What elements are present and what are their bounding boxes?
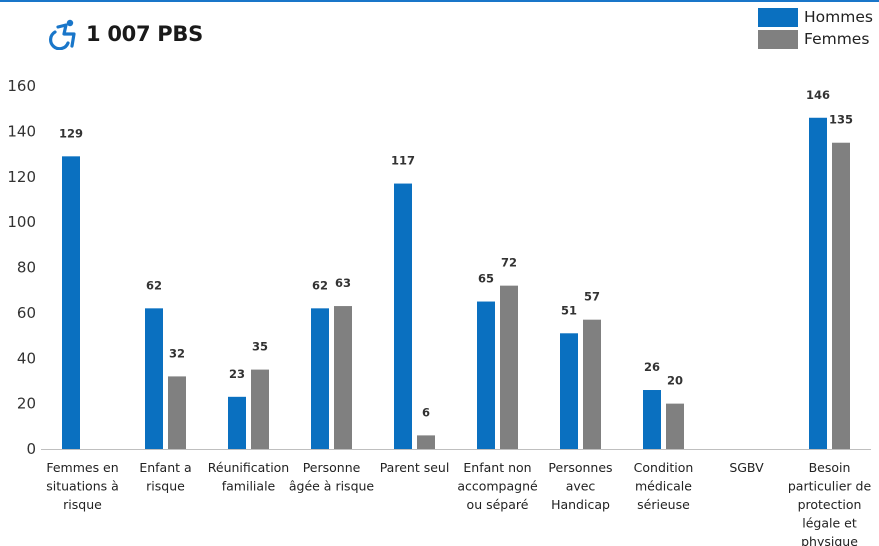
- data-label-hommes: 65: [478, 272, 494, 286]
- data-label-femmes: 63: [335, 276, 351, 290]
- bar-femmes: [168, 376, 186, 449]
- bar-hommes: [311, 308, 329, 449]
- x-tick-label-line: Personnes: [548, 460, 612, 475]
- y-tick-label: 140: [7, 122, 36, 140]
- x-tick-label: SGBV: [729, 460, 764, 475]
- data-label-femmes: 6: [422, 405, 430, 419]
- x-tick-label: Condition médicale sérieuse: [634, 460, 694, 512]
- data-label-femmes: 35: [252, 340, 268, 354]
- data-label-hommes: 129: [59, 126, 83, 140]
- x-tick-label-line: Condition: [634, 460, 694, 475]
- y-tick-label: 60: [17, 304, 36, 322]
- x-tick-label-line: âgée à risque: [289, 479, 375, 494]
- x-tick-label-line: avec: [566, 479, 596, 494]
- y-tick-label: 40: [17, 349, 36, 367]
- bar-femmes: [832, 142, 850, 449]
- x-tick-label: Personnes avec Handicap: [548, 460, 612, 512]
- x-tick-label-line: Enfant a: [139, 460, 191, 475]
- y-tick-label: 80: [17, 259, 36, 277]
- x-tick-label-line: Réunification: [208, 460, 289, 475]
- bar-femmes: [500, 285, 518, 449]
- x-tick-label-line: particulier de: [788, 479, 872, 494]
- x-tick-label: Réunification familiale: [208, 460, 289, 494]
- legend-label-hommes: Hommes: [804, 8, 873, 26]
- bar-femmes: [334, 306, 352, 449]
- data-label-hommes: 146: [806, 88, 830, 102]
- x-tick-label-line: Femmes en: [46, 460, 118, 475]
- data-label-hommes: 117: [391, 154, 415, 168]
- y-tick-label: 0: [26, 440, 36, 458]
- data-label-hommes: 26: [644, 360, 660, 374]
- y-tick-label: 20: [17, 395, 36, 413]
- bar-hommes: [643, 390, 661, 449]
- legend-label-femmes: Femmes: [804, 30, 870, 48]
- top-rule: [0, 0, 879, 2]
- data-label-femmes: 135: [829, 113, 853, 127]
- y-tick-label: 160: [7, 77, 36, 95]
- bar-hommes: [560, 333, 578, 449]
- legend-item-femmes: Femmes: [758, 28, 873, 50]
- x-tick-label-line: Personne: [303, 460, 361, 475]
- page-title: 1 007 PBS: [86, 22, 203, 46]
- data-label-hommes: 62: [312, 278, 328, 292]
- bar-hommes: [228, 396, 246, 449]
- data-label-hommes: 23: [229, 367, 245, 381]
- chart-header: 1 007 PBS: [44, 18, 203, 50]
- x-tick-label-line: Parent seul: [380, 460, 450, 475]
- x-tick-label: Parent seul: [380, 460, 450, 475]
- x-tick-label-line: physique: [801, 534, 858, 546]
- x-tick-label-line: risque: [146, 479, 185, 494]
- bar-femmes: [583, 319, 601, 449]
- bar-hommes: [394, 183, 412, 449]
- data-label-femmes: 20: [667, 374, 683, 388]
- bar-hommes: [809, 117, 827, 449]
- bar-femmes: [417, 435, 435, 449]
- chart-legend: Hommes Femmes: [758, 6, 873, 50]
- bar-hommes: [477, 301, 495, 449]
- x-tick-label-line: Enfant non: [463, 460, 531, 475]
- x-tick-label-line: familiale: [222, 479, 276, 494]
- x-tick-label: Enfant non accompagné ou séparé: [457, 460, 538, 512]
- data-label-hommes: 51: [561, 303, 577, 317]
- x-tick-label-line: médicale: [635, 479, 692, 494]
- x-tick-label-line: légale et: [802, 516, 857, 531]
- x-tick-label-line: protection: [798, 497, 862, 512]
- x-tick-label-line: Besoin: [809, 460, 851, 475]
- x-tick-label-line: ou séparé: [467, 497, 529, 512]
- bar-hommes: [145, 308, 163, 449]
- legend-swatch-femmes: [758, 29, 798, 49]
- x-tick-label-line: sérieuse: [637, 497, 690, 512]
- x-tick-label-line: accompagné: [457, 479, 538, 494]
- data-label-hommes: 62: [146, 278, 162, 292]
- data-label-femmes: 57: [584, 290, 600, 304]
- x-tick-label-line: SGBV: [729, 460, 764, 475]
- x-tick-label: Enfant a risque: [139, 460, 191, 494]
- data-label-femmes: 72: [501, 256, 517, 270]
- x-tick-label-line: Handicap: [551, 497, 610, 512]
- bar-hommes: [62, 156, 80, 450]
- x-tick-label-line: situations à: [46, 479, 119, 494]
- y-tick-label: 100: [7, 213, 36, 231]
- bar-femmes: [251, 369, 269, 449]
- legend-swatch-hommes: [758, 7, 798, 27]
- x-tick-label: Personne âgée à risque: [289, 460, 375, 494]
- data-label-femmes: 32: [169, 346, 185, 360]
- x-tick-label: Femmes en situations à risque: [46, 460, 119, 512]
- wheelchair-accessibility-icon: [44, 18, 82, 50]
- y-tick-label: 120: [7, 168, 36, 186]
- legend-item-hommes: Hommes: [758, 6, 873, 28]
- x-tick-label-line: risque: [63, 497, 102, 512]
- bar-femmes: [666, 403, 684, 449]
- x-tick-label: Besoin particulier de protection légale et p…: [788, 460, 872, 546]
